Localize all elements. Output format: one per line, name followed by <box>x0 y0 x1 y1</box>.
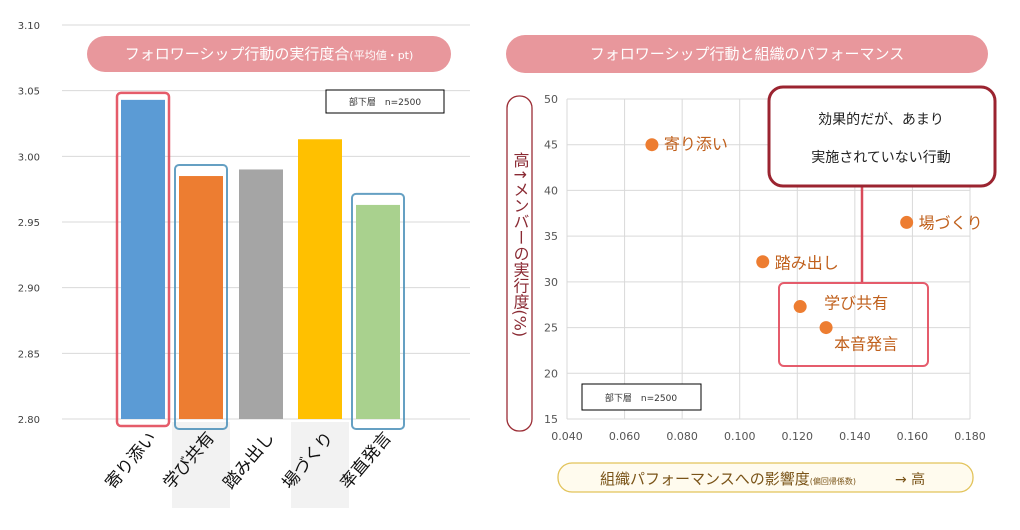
scatter-chart-title: フォロワーシップ行動と組織のパフォーマンス <box>506 35 988 73</box>
bar-4 <box>298 139 342 419</box>
ylabel-frame <box>506 95 533 432</box>
scatter-ytick-label: 20 <box>544 367 558 380</box>
scatter-xlabel: 組織パフォーマンスへの影響度(偏回帰係数) <box>600 470 856 488</box>
bar-ytick-label: 3.00 <box>18 152 40 163</box>
sample-note: 部下層 n=2500 <box>349 96 421 108</box>
scatter-point <box>900 215 914 229</box>
point-label: 学び共有 <box>824 294 888 313</box>
point-label: 寄り添い <box>664 135 728 154</box>
bar-chart-title: フォロワーシップ行動の実行度合(平均値・pt) <box>87 36 451 72</box>
scatter-xtick-label: 0.080 <box>666 430 698 443</box>
scatter-point <box>819 321 833 335</box>
scatter-ytick-label: 35 <box>544 230 558 243</box>
sample-note-box <box>581 383 702 411</box>
scatter-title-text: フォロワーシップ行動と組織のパフォーマンス <box>589 45 905 63</box>
label-shade <box>172 422 230 508</box>
xlabel-arrow: → 高 <box>895 471 925 488</box>
bar-ytick-label: 3.05 <box>18 87 40 98</box>
scatter-xtick-label: 0.140 <box>839 430 871 443</box>
scatter-ytick-label: 45 <box>544 139 558 152</box>
sample-note: 部下層 n=2500 <box>605 392 677 404</box>
highlight-frame <box>778 282 929 367</box>
scatter-ytick-label: 40 <box>544 184 558 197</box>
callout-box <box>767 85 997 188</box>
bar-title-text: フォロワーシップ行動の実行度合 <box>124 45 350 63</box>
scatter-xtick-label: 0.100 <box>724 430 756 443</box>
highlight-frame-blue <box>351 192 405 430</box>
bar-ytick-label: 2.95 <box>18 218 40 229</box>
sample-note-box <box>325 89 445 114</box>
bar-5 <box>356 204 400 419</box>
point-label: 場づくり <box>919 213 983 232</box>
bar-3 <box>239 169 283 419</box>
bar-ytick-label: 2.80 <box>18 415 40 426</box>
scatter-xtick-label: 0.120 <box>782 430 814 443</box>
callout-line-2: 実施されていない行動 <box>811 150 951 166</box>
xlabel-frame <box>557 462 974 493</box>
scatter-point <box>645 138 659 152</box>
bar-2 <box>179 176 223 419</box>
scatter-point <box>793 300 807 314</box>
point-label: 本音発言 <box>834 335 898 354</box>
bar-ytick-label: 2.85 <box>18 349 40 360</box>
bar-title-suffix: (平均値・pt) <box>349 49 414 62</box>
bar-ytick-label: 2.90 <box>18 284 40 295</box>
scatter-ytick-label: 15 <box>544 413 558 426</box>
highlight-frame-red <box>115 91 171 428</box>
highlight-frame-blue <box>174 164 228 431</box>
bar-1 <box>121 99 165 420</box>
scatter-ylabel: 高↑メンバーの実行度(%) <box>511 152 530 337</box>
scatter-ytick-label: 50 <box>544 93 558 106</box>
scatter-point <box>756 255 770 269</box>
scatter-xtick-label: 0.160 <box>897 430 929 443</box>
scatter-ytick-label: 25 <box>544 322 558 335</box>
scatter-ytick-label: 30 <box>544 276 558 289</box>
label-shade <box>291 422 349 508</box>
scatter-xtick-label: 0.060 <box>609 430 641 443</box>
scatter-xtick-label: 0.040 <box>551 430 583 443</box>
callout-line-1: 効果的だが、あまり <box>818 112 944 128</box>
bar-category-label: 寄り添い <box>102 428 161 493</box>
bar-ytick-label: 3.10 <box>18 21 40 32</box>
point-label: 踏み出し <box>775 254 839 273</box>
scatter-xtick-label: 0.180 <box>954 430 986 443</box>
